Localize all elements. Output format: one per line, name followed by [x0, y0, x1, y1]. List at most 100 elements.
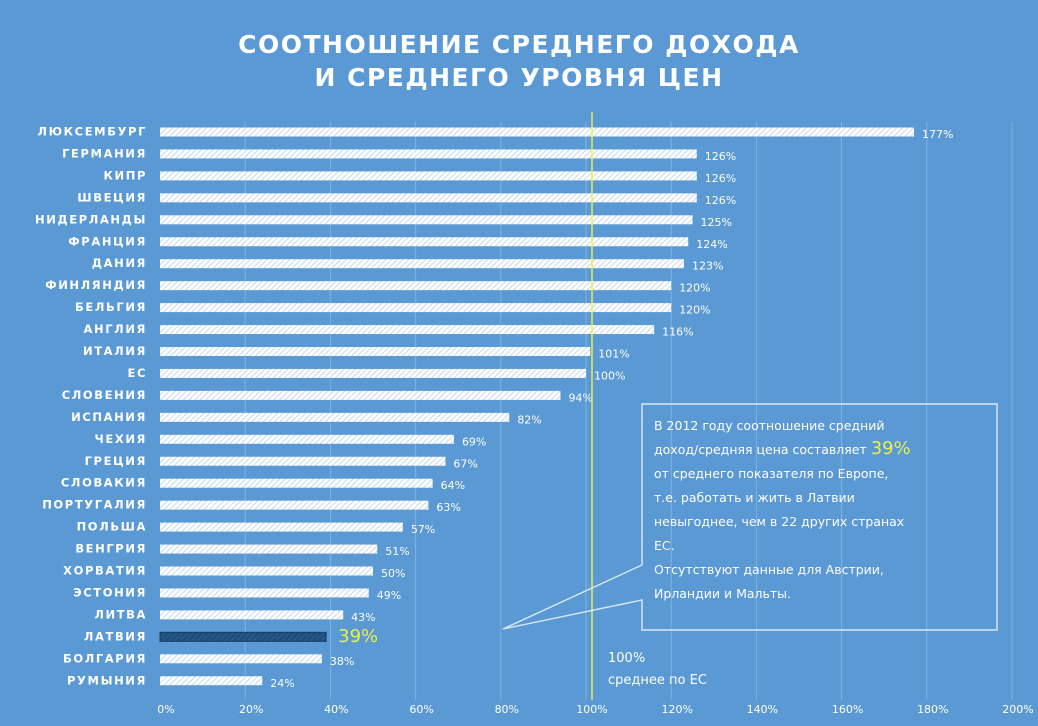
- value-label: 94%: [568, 391, 592, 404]
- annotation-text-line: Отсутствуют данные для Австрии,: [654, 562, 884, 577]
- annotation-text-line: доход/средняя цена составляет 39%: [654, 438, 911, 459]
- annotation-segment: от среднего показателя по Европе,: [654, 466, 888, 481]
- category-label: ЛЮКСЕМБУРГ: [37, 125, 147, 139]
- category-label: ФИНЛЯНДИЯ: [45, 278, 147, 292]
- category-label: ГЕРМАНИЯ: [62, 146, 147, 160]
- value-label: 51%: [385, 545, 409, 558]
- bar: [160, 610, 344, 620]
- x-tick-label: 0%: [157, 703, 174, 716]
- bar: [160, 566, 373, 576]
- x-tick-label: 200%: [1002, 703, 1033, 716]
- bar: [160, 412, 510, 422]
- annotation-text-line: от среднего показателя по Европе,: [654, 466, 888, 481]
- bar: [160, 632, 327, 642]
- category-label: ЭСТОНИЯ: [73, 585, 147, 599]
- bar-outline: [159, 631, 327, 642]
- category-label: ЛИТВА: [94, 607, 147, 621]
- bar: [160, 434, 454, 444]
- category-label: НИДЕРЛАНДЫ: [35, 212, 147, 226]
- bar: [160, 368, 586, 378]
- x-tick-label: 40%: [324, 703, 348, 716]
- value-label: 63%: [436, 501, 460, 514]
- chart-title: И СРЕДНЕГО УРОВНЯ ЦЕН: [314, 63, 723, 92]
- value-label: 123%: [692, 260, 723, 273]
- bar: [160, 500, 429, 510]
- value-label: 67%: [453, 457, 477, 470]
- x-tick-label: 80%: [495, 703, 519, 716]
- category-label: ЧЕХИЯ: [95, 432, 148, 446]
- x-tick-label: 180%: [917, 703, 948, 716]
- category-label: БОЛГАРИЯ: [63, 651, 147, 665]
- bar: [160, 390, 561, 400]
- value-label: 126%: [705, 172, 736, 185]
- annotation-segment: Ирландии и Мальты.: [654, 586, 791, 601]
- category-label: АНГЛИЯ: [84, 322, 147, 336]
- chart-title: СООТНОШЕНИЕ СРЕДНЕГО ДОХОДА: [238, 30, 800, 59]
- x-tick-label: 160%: [832, 703, 863, 716]
- value-label: 57%: [411, 523, 435, 536]
- bar: [160, 237, 689, 247]
- annotation-segment: невыгоднее, чем в 22 других странах: [654, 514, 904, 529]
- category-label: ВЕНГРИЯ: [75, 542, 147, 556]
- bar: [160, 215, 693, 225]
- value-label: 120%: [679, 282, 710, 295]
- x-tick-label: 120%: [661, 703, 692, 716]
- annotation-segment: доход/средняя цена составляет: [654, 442, 871, 457]
- value-label: 116%: [662, 326, 693, 339]
- reference-line-label: 100%: [608, 651, 645, 666]
- annotation-segment: ЕС.: [654, 538, 675, 553]
- bar: [160, 676, 263, 686]
- bar: [160, 522, 403, 532]
- annotation-segment: В 2012 году соотношение средний: [654, 418, 884, 433]
- bar: [160, 259, 684, 269]
- bar: [160, 456, 446, 466]
- category-label: ПОЛЬША: [77, 520, 147, 534]
- bar: [160, 149, 697, 159]
- value-label: 50%: [381, 567, 405, 580]
- value-label: 124%: [696, 238, 727, 251]
- category-label: СЛОВАКИЯ: [61, 476, 147, 490]
- annotation-text-line: ЕС.: [654, 538, 675, 553]
- value-label: 120%: [679, 304, 710, 317]
- value-label: 24%: [270, 677, 294, 690]
- category-label: БЕЛЬГИЯ: [75, 300, 147, 314]
- bar: [160, 127, 915, 137]
- value-label: 125%: [701, 216, 732, 229]
- annotation-text-line: т.е. работать и жить в Латвии: [654, 490, 855, 505]
- bar: [160, 544, 378, 554]
- category-label: ИТАЛИЯ: [83, 344, 147, 358]
- bar: [160, 588, 369, 598]
- x-tick-label: 100%: [576, 703, 607, 716]
- value-label: 64%: [441, 479, 465, 492]
- annotation-highlight: 39%: [871, 438, 911, 459]
- value-label: 82%: [517, 413, 541, 426]
- value-label: 126%: [705, 194, 736, 207]
- bar: [160, 303, 672, 313]
- bar: [160, 325, 655, 335]
- value-label: 126%: [705, 150, 736, 163]
- annotation-callout-box: [502, 403, 998, 631]
- value-label: 39%: [338, 626, 378, 647]
- category-label: СЛОВЕНИЯ: [62, 388, 147, 402]
- category-label: РУМЫНИЯ: [67, 673, 147, 687]
- value-label: 100%: [594, 369, 625, 382]
- bar: [160, 478, 433, 488]
- reference-line-label: среднее по ЕС: [608, 673, 707, 688]
- value-label: 69%: [462, 435, 486, 448]
- annotation-text-line: невыгоднее, чем в 22 других странах: [654, 514, 904, 529]
- annotation-text-line: В 2012 году соотношение средний: [654, 418, 884, 433]
- category-label: КИПР: [104, 168, 147, 182]
- value-label: 177%: [922, 128, 953, 141]
- x-tick-label: 140%: [747, 703, 778, 716]
- value-label: 38%: [330, 655, 354, 668]
- bar: [160, 171, 697, 181]
- x-tick-label: 60%: [409, 703, 433, 716]
- value-label: 49%: [377, 589, 401, 602]
- bar: [160, 654, 322, 664]
- x-tick-label: 20%: [239, 703, 263, 716]
- annotation-text-line: Ирландии и Мальты.: [654, 586, 791, 601]
- category-label: ШВЕЦИЯ: [77, 190, 147, 204]
- category-label: ГРЕЦИЯ: [85, 454, 147, 468]
